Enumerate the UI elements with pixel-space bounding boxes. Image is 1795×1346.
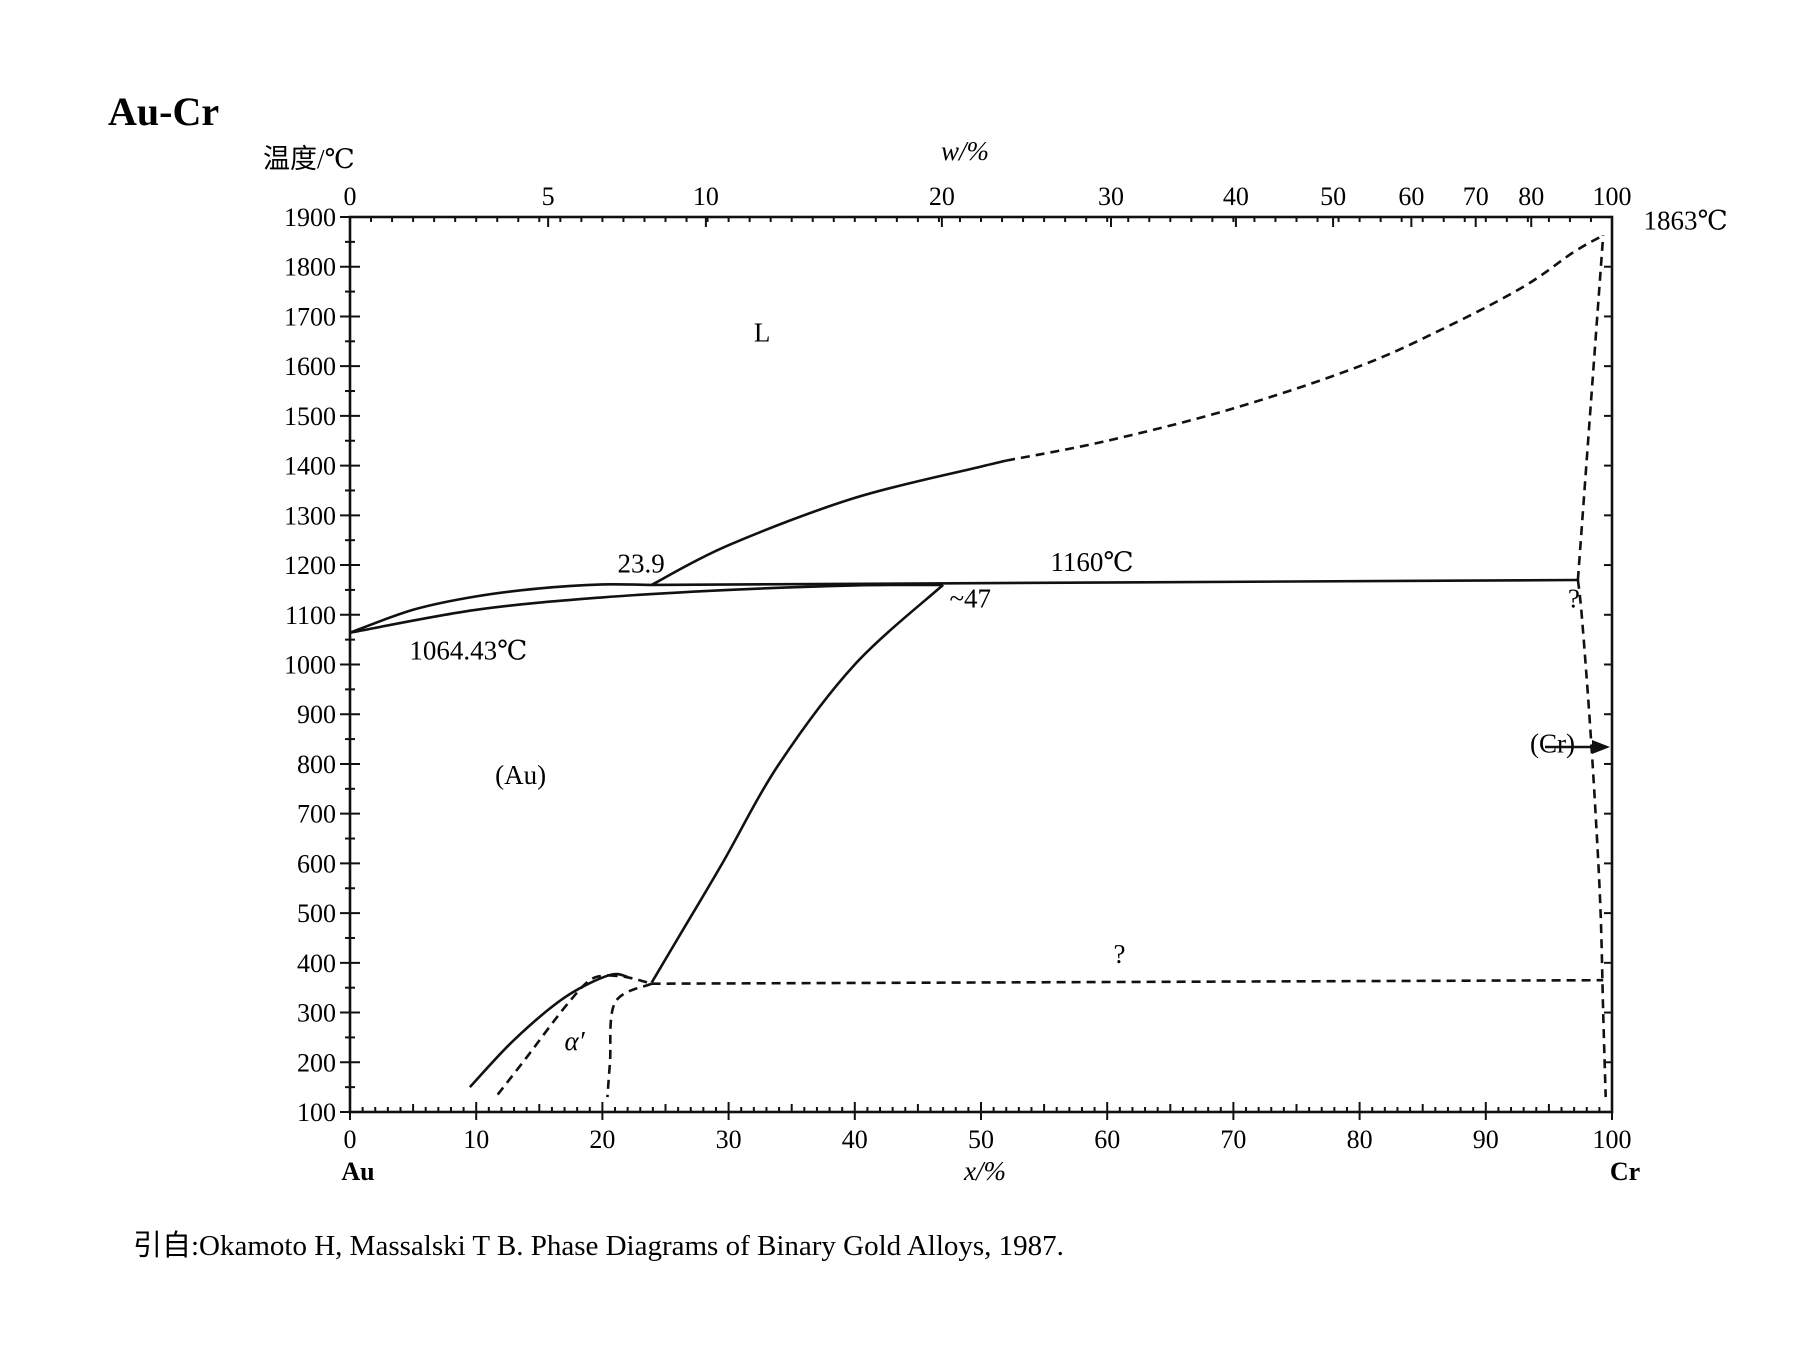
x-end-label-right: Cr [1610, 1157, 1640, 1186]
y-tick-label: 600 [297, 849, 336, 878]
phase-label: (Au) [495, 760, 546, 790]
phase-label: L [754, 317, 771, 347]
top-tick-label: 30 [1098, 182, 1124, 211]
phase-boundary-dashed [608, 974, 652, 985]
y-tick-label: 700 [297, 800, 336, 829]
top-tick-label: 60 [1398, 182, 1424, 211]
x-tick-label: 40 [842, 1125, 868, 1154]
phase-label: 1160℃ [1050, 547, 1133, 577]
top-tick-label: 10 [693, 182, 719, 211]
x-tick-label: 100 [1593, 1125, 1632, 1154]
y-tick-label: 1600 [284, 352, 336, 381]
phase-boundary [468, 972, 628, 1088]
phase-boundary-dashed [651, 978, 1604, 985]
y-tick-label: 300 [297, 999, 336, 1028]
y-axis-title: 温度/℃ [263, 144, 355, 174]
phase-boundary-dashed [1576, 579, 1607, 1098]
phase-boundary [349, 583, 944, 634]
y-tick-label: 1000 [284, 651, 336, 680]
x-tick-label: 80 [1347, 1125, 1373, 1154]
y-tick-label: 1800 [284, 253, 336, 282]
phase-boundary-dashed [1005, 234, 1604, 462]
cr-pointer-arrow [1545, 740, 1610, 754]
x-tick-label: 0 [344, 1125, 357, 1154]
x-end-label-left: Au [341, 1157, 374, 1186]
source-citation: 引自:Okamoto H, Massalski T B. Phase Diagr… [133, 1229, 1064, 1262]
y-tick-label: 900 [297, 700, 336, 729]
phase-boundary-dashed [1576, 235, 1605, 581]
top-tick-label: 70 [1463, 182, 1489, 211]
y-tick-label: 1400 [284, 452, 336, 481]
phase-label: (Cr) [1530, 729, 1575, 759]
x-tick-label: 50 [968, 1125, 994, 1154]
top-tick-label: 0 [344, 182, 357, 211]
phase-boundary [651, 459, 1007, 587]
x-tick-label: 70 [1220, 1125, 1246, 1154]
x-tick-label: 60 [1094, 1125, 1120, 1154]
top-tick-label: 80 [1518, 182, 1544, 211]
phase-boundary [651, 578, 1578, 587]
y-tick-label: 400 [297, 949, 336, 978]
x-axis-title: x/% [963, 1156, 1006, 1186]
y-tick-label: 1100 [285, 601, 336, 630]
y-tick-label: 1700 [284, 302, 336, 331]
top-tick-label: 100 [1593, 182, 1632, 211]
phase-boundary-dashed [496, 974, 610, 1096]
phase-label: 1863℃ [1644, 205, 1728, 235]
y-tick-label: 100 [297, 1098, 336, 1127]
phase-boundary [650, 583, 944, 984]
phase-boundary-dashed [606, 982, 653, 1098]
plot-frame [348, 215, 1614, 1114]
chart-title: Au-Cr [108, 89, 219, 134]
top-tick-label: 20 [929, 182, 955, 211]
y-tick-label: 1300 [284, 501, 336, 530]
top-tick-label: 50 [1320, 182, 1346, 211]
y-tick-label: 500 [297, 899, 336, 928]
phase-label: 1064.43℃ [409, 636, 527, 666]
y-tick-label: 1500 [284, 402, 336, 431]
phase-label: ~47 [949, 583, 991, 613]
top-tick-label: 40 [1223, 182, 1249, 211]
top-axis-title: w/% [941, 136, 989, 166]
x-tick-label: 10 [463, 1125, 489, 1154]
y-tick-label: 200 [297, 1048, 336, 1077]
phase-label: α′ [565, 1026, 586, 1056]
y-tick-label: 1900 [284, 203, 336, 232]
x-tick-label: 20 [589, 1125, 615, 1154]
phase-label: ? [1568, 583, 1580, 613]
y-tick-label: 1200 [284, 551, 336, 580]
phase-boundary [349, 582, 652, 634]
phase-label: 23.9 [618, 549, 665, 579]
top-tick-label: 5 [542, 182, 555, 211]
x-tick-label: 90 [1473, 1125, 1499, 1154]
phase-label: ? [1114, 939, 1126, 969]
y-tick-label: 800 [297, 750, 336, 779]
x-tick-label: 30 [716, 1125, 742, 1154]
